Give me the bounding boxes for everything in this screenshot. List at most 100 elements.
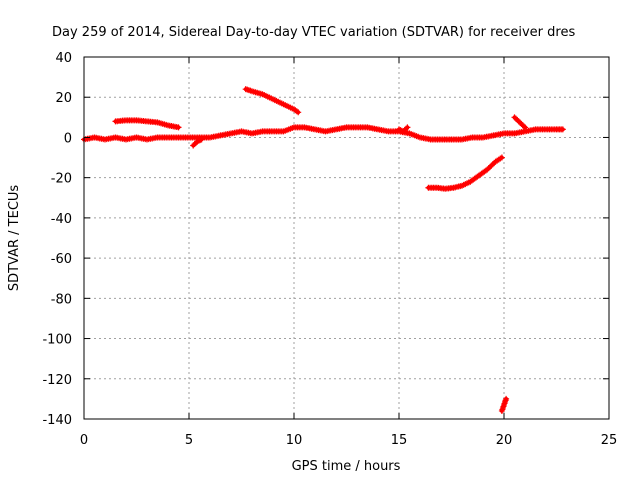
x-tick-label: 25 bbox=[601, 433, 618, 448]
series-1-point bbox=[114, 119, 117, 123]
series-5-point bbox=[485, 168, 489, 172]
series-5-point bbox=[460, 184, 464, 188]
series-2-point bbox=[191, 143, 195, 147]
y-tick-label: -60 bbox=[51, 252, 72, 267]
series-0-point bbox=[355, 125, 359, 129]
y-tick-label: -20 bbox=[51, 172, 72, 187]
series-3-point bbox=[282, 102, 285, 106]
series-0-point bbox=[313, 127, 317, 131]
series-0-point bbox=[492, 133, 495, 137]
series-1-point bbox=[135, 118, 138, 122]
series-3-point bbox=[271, 97, 275, 101]
series-0-point bbox=[156, 135, 159, 139]
series-3-point bbox=[292, 107, 296, 111]
series-4-point bbox=[397, 127, 401, 131]
series-0-point bbox=[544, 127, 548, 131]
series-0-point bbox=[282, 129, 285, 133]
series-0-point bbox=[523, 129, 527, 133]
series-0-point bbox=[471, 135, 474, 139]
series-5-point bbox=[494, 160, 498, 164]
series-3-point bbox=[244, 87, 248, 91]
series-7 bbox=[498, 395, 510, 414]
x-tick-label: 5 bbox=[185, 433, 193, 448]
series-0-point bbox=[429, 137, 432, 141]
series-0-point bbox=[345, 125, 348, 129]
series-5-point bbox=[452, 186, 456, 190]
series-5-point bbox=[468, 180, 472, 184]
series-1-point bbox=[156, 120, 159, 124]
x-tick-label: 15 bbox=[391, 433, 408, 448]
series-4-point bbox=[405, 125, 409, 129]
series-0-point bbox=[561, 127, 565, 131]
x-axis-label: GPS time / hours bbox=[292, 459, 401, 474]
series-0-point bbox=[450, 137, 453, 141]
series-5-point bbox=[500, 156, 504, 160]
series-0-point bbox=[229, 131, 233, 135]
series-3 bbox=[242, 86, 302, 116]
y-tick-label: -40 bbox=[51, 212, 72, 227]
series-3-point bbox=[296, 110, 300, 114]
series-3-point bbox=[250, 89, 254, 93]
series-3-point bbox=[261, 92, 264, 96]
y-axis-label: SDTVAR / TECUs bbox=[7, 185, 22, 292]
series-5-point bbox=[477, 174, 481, 178]
series-0-point bbox=[135, 135, 138, 139]
series-0-point bbox=[439, 137, 443, 141]
series-0-point bbox=[418, 135, 422, 139]
series-7-point bbox=[500, 409, 504, 413]
series-0-point bbox=[387, 129, 390, 133]
series-0-point bbox=[145, 137, 149, 141]
series-2 bbox=[190, 136, 205, 149]
series-0-point bbox=[376, 127, 380, 131]
series-0-point bbox=[408, 131, 411, 135]
y-tick-label: -140 bbox=[42, 413, 72, 428]
series-4 bbox=[396, 124, 411, 135]
y-tick-label: -80 bbox=[51, 292, 72, 307]
series-0-point bbox=[103, 137, 107, 141]
series-0-point bbox=[93, 135, 96, 139]
y-tick-label: -100 bbox=[42, 333, 72, 348]
y-tick-label: 20 bbox=[55, 91, 72, 106]
series-1 bbox=[112, 117, 182, 131]
series-5-point bbox=[426, 186, 430, 190]
series-7-point bbox=[502, 403, 506, 407]
x-tick-label: 0 bbox=[80, 433, 88, 448]
series-0-point bbox=[502, 131, 506, 135]
series-0-point bbox=[124, 137, 128, 141]
series-1-point bbox=[177, 125, 180, 129]
series-6-point bbox=[521, 123, 525, 127]
series-0-point bbox=[250, 131, 254, 135]
series-0-point bbox=[303, 125, 306, 129]
x-tick-label: 20 bbox=[496, 433, 513, 448]
series-5 bbox=[425, 154, 505, 192]
series-6-point bbox=[513, 115, 516, 119]
series-0-point bbox=[166, 135, 170, 139]
ticks: 0 5 10 15 20 25 40 20 0 -20 -40 -60 -80 -100 -120 -140 bbox=[42, 51, 617, 448]
series-0-point bbox=[271, 129, 275, 133]
series-0-point bbox=[460, 137, 464, 141]
y-tick-label: 40 bbox=[55, 51, 72, 66]
series-5-point bbox=[443, 187, 447, 191]
series-6-point bbox=[523, 125, 527, 129]
series-0-point bbox=[114, 135, 117, 139]
series-0-point bbox=[292, 125, 296, 129]
series-2-point bbox=[195, 139, 199, 143]
series-0-point bbox=[324, 129, 327, 133]
series-0-point bbox=[481, 135, 485, 139]
plot-frame bbox=[83, 56, 610, 420]
series-1-point bbox=[145, 119, 149, 123]
series-0-point bbox=[208, 135, 212, 139]
series-0-point bbox=[513, 131, 516, 135]
series-5-point bbox=[435, 186, 439, 190]
grid bbox=[84, 57, 609, 419]
series-0-point bbox=[334, 127, 338, 131]
series-0-point bbox=[366, 125, 369, 129]
y-tick-label: 0 bbox=[64, 131, 72, 146]
series-0-point bbox=[261, 129, 264, 133]
series-0-point bbox=[240, 129, 243, 133]
series-2-point bbox=[200, 137, 204, 141]
series-0-point bbox=[219, 133, 222, 137]
chart-title: Day 259 of 2014, Sidereal Day-to-day VTE… bbox=[52, 25, 575, 40]
